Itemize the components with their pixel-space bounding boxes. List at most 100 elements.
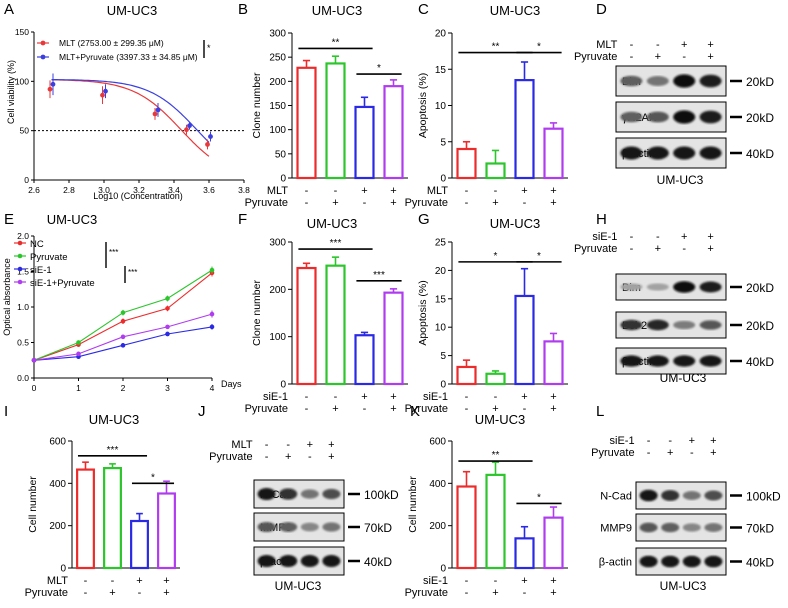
blot-d-condition-mark: + [707,39,713,51]
blot-j-band [322,488,341,500]
blot-l-condition-mark: + [710,447,716,459]
panel-k-factor-mark: - [465,575,469,587]
panel-c-factor-label: Pyruvate [405,197,448,209]
blot-j-band [279,522,298,532]
panel-e-x-tick-label: 4 [210,383,215,393]
panel-b-y-tick-label: 300 [269,29,286,40]
panel-e-y-tick-label: 0.0 [17,373,29,383]
panel-g-y-tick-label: 20 [435,266,447,277]
panel-k-significance-label: * [537,492,541,503]
panel-b-ylabel: Clone number [251,72,263,138]
panel-i-factor-mark: - [111,575,115,587]
panel-i-y-tick-label: 600 [49,437,66,448]
panel-g-title: UM-UC3 [490,216,541,231]
blot-j-band [279,488,298,500]
panel-f-factor-mark: + [390,391,396,403]
blot-j-band [300,489,319,499]
blot-h-condition-mark: + [655,243,661,255]
blot-l-band [682,523,701,532]
panel-f-y-tick-label: 0 [280,380,286,391]
panel-c-y-tick-label: 10 [435,101,447,112]
blot-d-marker-label: 20kD [746,75,774,89]
blot-j-condition-mark: - [308,451,312,463]
panel-a-y-tick-label: 100 [15,76,29,86]
panel-k-y-tick-label: 0 [440,564,446,575]
panel-g-factor-mark: - [523,403,527,415]
panel-e-data-point [165,306,170,311]
panel-e-data-point [31,357,37,363]
panel-c-y-tick-label: 5 [440,137,446,148]
blot-l-band [704,490,723,501]
panel-f-y-tick-label: 100 [269,332,286,343]
panel-g-y-tick-label: 25 [435,238,447,249]
panel-e-ylabel: Optical absorbance [2,258,12,336]
blot-l-band [704,555,723,568]
panel-k-factor-mark: + [521,575,527,587]
blot-d-band [699,146,722,160]
blot-j-band [322,554,341,568]
panel-k-y-tick-label: 400 [429,479,446,490]
panel-letter-h: H [596,211,607,228]
panel-c-factor-label: MLT [427,185,448,197]
blot-h-band [620,319,643,331]
blot-j-band [300,522,319,532]
blot-h-condition-mark: - [630,243,634,255]
panel-e-legend-marker [17,253,23,259]
blot-l-condition-mark: - [668,435,672,447]
blot-j-band [257,487,276,501]
panel-c-y-tick-label: 0 [440,174,446,185]
panel-f-factor-mark: - [305,391,309,403]
panel-e-legend-marker [17,266,23,272]
panel-i-y-tick-label: 400 [49,479,66,490]
blot-h-band [620,355,643,367]
panel-a-data-point [103,88,108,94]
blot-d-condition-mark: - [656,39,660,51]
panel-i-title: UM-UC3 [89,412,140,427]
panel-e-title: UM-UC3 [47,212,98,227]
panel-a-data-point [47,86,53,92]
panel-e-legend-marker [17,240,23,246]
blot-d-cell-label: UM-UC3 [657,173,704,187]
panel-e-significance-2: *** [128,268,137,277]
panel-b-bar [354,105,375,180]
panel-g-bar [543,340,564,386]
panel-k-factor-label: siE-1 [423,575,448,587]
blot-j-condition-mark: + [307,439,313,451]
panel-g-factor-label: Pyruvate [405,403,448,415]
blot-h-condition-mark: + [707,231,713,243]
panel-e-data-point [120,310,126,315]
panel-e-x-tick-label: 3 [165,383,170,393]
panel-c-bar [543,127,564,180]
panel-f-factor-mark: - [305,403,309,415]
panel-g-y-tick-label: 10 [435,323,447,334]
panel-letter-c: C [418,1,429,18]
blot-j-marker-label: 70kD [364,521,392,535]
panel-letter-g: G [418,211,430,228]
blot-j-condition-label: Pyruvate [209,451,252,463]
panel-i-factor-label: MLT [47,575,68,587]
blot-d-band [646,146,669,160]
panel-b-y-tick-label: 200 [269,77,286,88]
blot-h-band [699,281,722,293]
panel-e-y-tick-label: 0.5 [17,338,29,348]
panel-a-x-tick-label: 2.8 [63,185,75,195]
blot-d-condition-mark: + [707,51,713,63]
blot-h-condition-mark: - [656,231,660,243]
panel-i-significance-label: *** [107,445,119,456]
blot-j-marker-label: 40kD [364,555,392,569]
panel-f-factor-mark: - [334,391,338,403]
panel-e-data-point [165,324,170,330]
blot-l-band [661,555,680,568]
panel-i-y-tick-label: 0 [60,564,66,575]
panel-g-y-tick-label: 0 [440,380,446,391]
panel-c-factor-mark: - [465,197,469,209]
panel-b-factor-label: Pyruvate [245,197,288,209]
panel-c-title: UM-UC3 [490,3,541,18]
panel-g-factor-label: siE-1 [423,391,448,403]
blot-l-marker-label: 70kD [746,522,774,536]
panel-a-legend-marker [40,40,46,46]
panel-c-factor-mark: + [550,185,556,197]
panel-a-x-tick-label: 3.4 [168,185,180,195]
panel-k-ylabel: Cell number [407,476,419,533]
blot-d-condition-mark: - [630,39,634,51]
